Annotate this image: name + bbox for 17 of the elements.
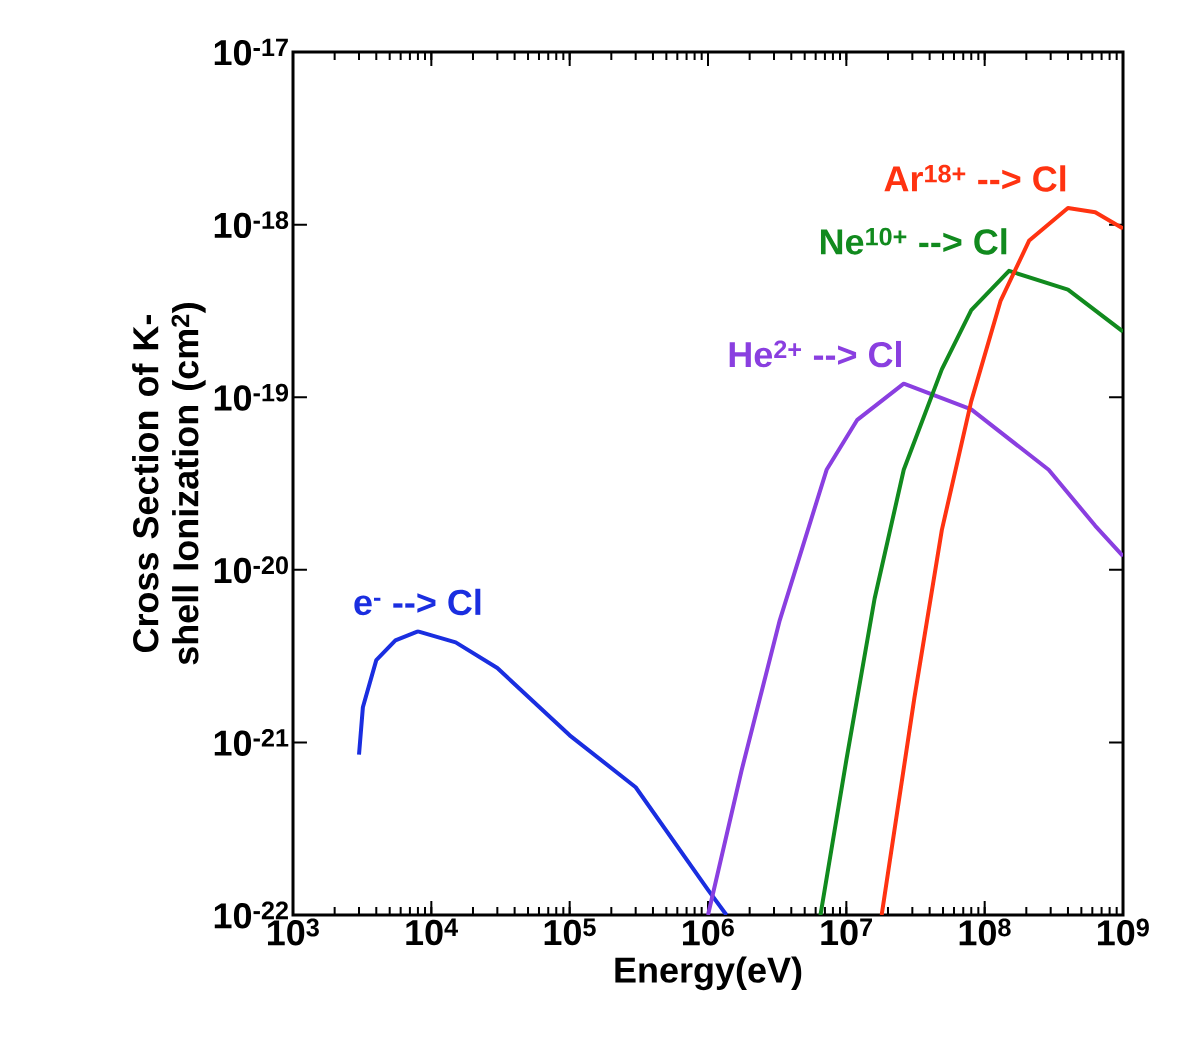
- x-tick-label: 10$^{5}$: [544, 918, 596, 946]
- y-tick-label: 10$^{-18}$: [214, 211, 289, 239]
- series-label: Ne$^{10+}$ --> Cl: [820, 227, 1007, 255]
- y-tick-label: 10$^{-17}$: [214, 38, 288, 66]
- y-tick-label: 10$^{-21}$: [214, 728, 289, 756]
- y-tick-label: 10$^{-19}$: [214, 383, 289, 411]
- series-label: He$^{2+}$ --> Cl: [729, 340, 901, 368]
- x-tick-label: 10$^{4}$: [406, 918, 458, 946]
- series-label: Ar$^{18+}$ --> Cl: [884, 164, 1066, 192]
- x-tick-label: 10$^{7}$: [821, 918, 873, 946]
- x-tick-label: 10$^{9}$: [1098, 918, 1149, 946]
- y-tick-label: 10$^{-20}$: [214, 556, 288, 584]
- series-label: e$^{-}$ --> Cl: [354, 588, 481, 616]
- x-tick-label: 10$^{6}$: [683, 918, 734, 946]
- x-tick-label: 10$^{8}$: [959, 918, 1011, 946]
- x-axis-title: Energy(eV): [615, 956, 802, 991]
- y-axis-title: Cross Section of K-shell Ionization (cm$^{2}$): [132, 303, 206, 665]
